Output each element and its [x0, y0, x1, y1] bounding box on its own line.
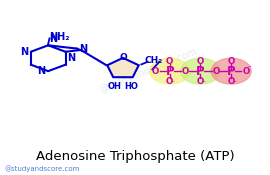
Circle shape [211, 58, 251, 84]
Text: P: P [227, 65, 235, 78]
Text: P: P [196, 65, 205, 78]
Text: N: N [49, 34, 58, 44]
Text: ⁻: ⁻ [171, 81, 175, 87]
Text: O: O [212, 67, 220, 76]
Text: NH₂: NH₂ [49, 32, 70, 42]
Text: O: O [228, 77, 235, 86]
Circle shape [150, 58, 190, 84]
Text: N: N [67, 53, 75, 63]
Text: O: O [197, 57, 204, 66]
Circle shape [180, 58, 221, 84]
Text: O: O [119, 53, 127, 62]
Text: N: N [20, 47, 28, 57]
Text: O: O [181, 67, 189, 76]
Text: O: O [166, 77, 173, 86]
Text: P: P [166, 65, 174, 78]
Text: O: O [151, 67, 159, 76]
Text: HO: HO [124, 82, 138, 91]
Text: N: N [37, 66, 45, 76]
Text: Adenosine Triphosphate (ATP): Adenosine Triphosphate (ATP) [36, 150, 234, 163]
Text: O: O [228, 57, 235, 66]
Text: ⁻: ⁻ [247, 66, 251, 72]
Text: @studyandscore.com: @studyandscore.com [98, 46, 199, 94]
Text: @studyandscore.com: @studyandscore.com [4, 165, 79, 172]
Text: CH₂: CH₂ [144, 56, 163, 65]
Text: ⁻: ⁻ [202, 81, 206, 87]
Text: O: O [242, 67, 249, 76]
Text: N: N [79, 44, 87, 54]
Text: ⁻: ⁻ [232, 81, 236, 87]
Polygon shape [107, 58, 139, 77]
Text: O: O [166, 57, 173, 66]
Text: OH: OH [108, 82, 122, 91]
Text: O: O [197, 77, 204, 86]
